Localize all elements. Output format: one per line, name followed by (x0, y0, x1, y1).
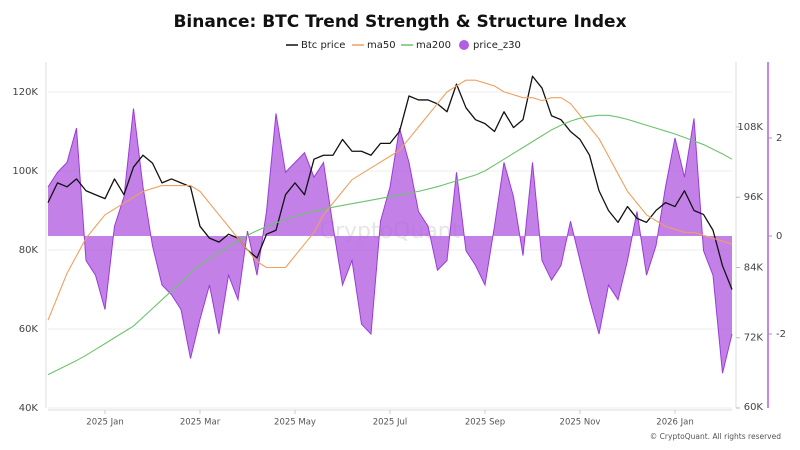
chart-title: Binance: BTC Trend Strength & Structure … (173, 12, 626, 32)
area-line (47, 108, 733, 374)
y2-tick-label: 96K (744, 192, 764, 203)
y2-tick-label: 72K (744, 333, 764, 344)
legend-label[interactable]: ma50 (367, 40, 396, 51)
legend-label[interactable]: price_z30 (473, 40, 521, 51)
y2-tick-label: 84K (744, 262, 764, 273)
y3-tick-label: -2 (776, 329, 786, 340)
y3-tick-label: 2 (776, 133, 782, 144)
y3-tick-label: 0 (776, 231, 782, 242)
line (47, 75, 733, 290)
credit: © CryptoQuant. All rights reserved (650, 432, 781, 441)
x-tick-label: 2026 Jan (656, 418, 693, 428)
x-tick-label: 2025 Jan (86, 418, 123, 428)
x-tick-label: 2025 Mar (180, 418, 221, 428)
plot-area (47, 75, 733, 376)
x-tick-label: 2025 Nov (560, 418, 601, 428)
x-tick-label: 2025 Jul (373, 418, 408, 428)
line (47, 79, 733, 321)
y2-tick-label: 108K (737, 122, 763, 133)
legend-swatch (459, 40, 469, 50)
axes: 40K 60K 80K 100K 120K 60K 72K 84K 96K 108K -2 0 2 202… (12, 62, 786, 428)
legend-label[interactable]: Btc price (301, 40, 345, 51)
y-tick-label: 120K (12, 87, 38, 98)
x-tick-label: 2025 Sep (465, 418, 505, 428)
y-tick-label: 80K (19, 245, 39, 256)
y2-tick-label: 60K (744, 402, 764, 413)
line (47, 114, 733, 376)
area-fill (48, 108, 732, 374)
y-tick-label: 60K (19, 324, 39, 335)
y-tick-label: 100K (12, 166, 38, 177)
legend-label[interactable]: ma200 (416, 40, 451, 51)
y-tick-label: 40K (19, 403, 39, 414)
x-tick-label: 2025 May (274, 418, 316, 428)
